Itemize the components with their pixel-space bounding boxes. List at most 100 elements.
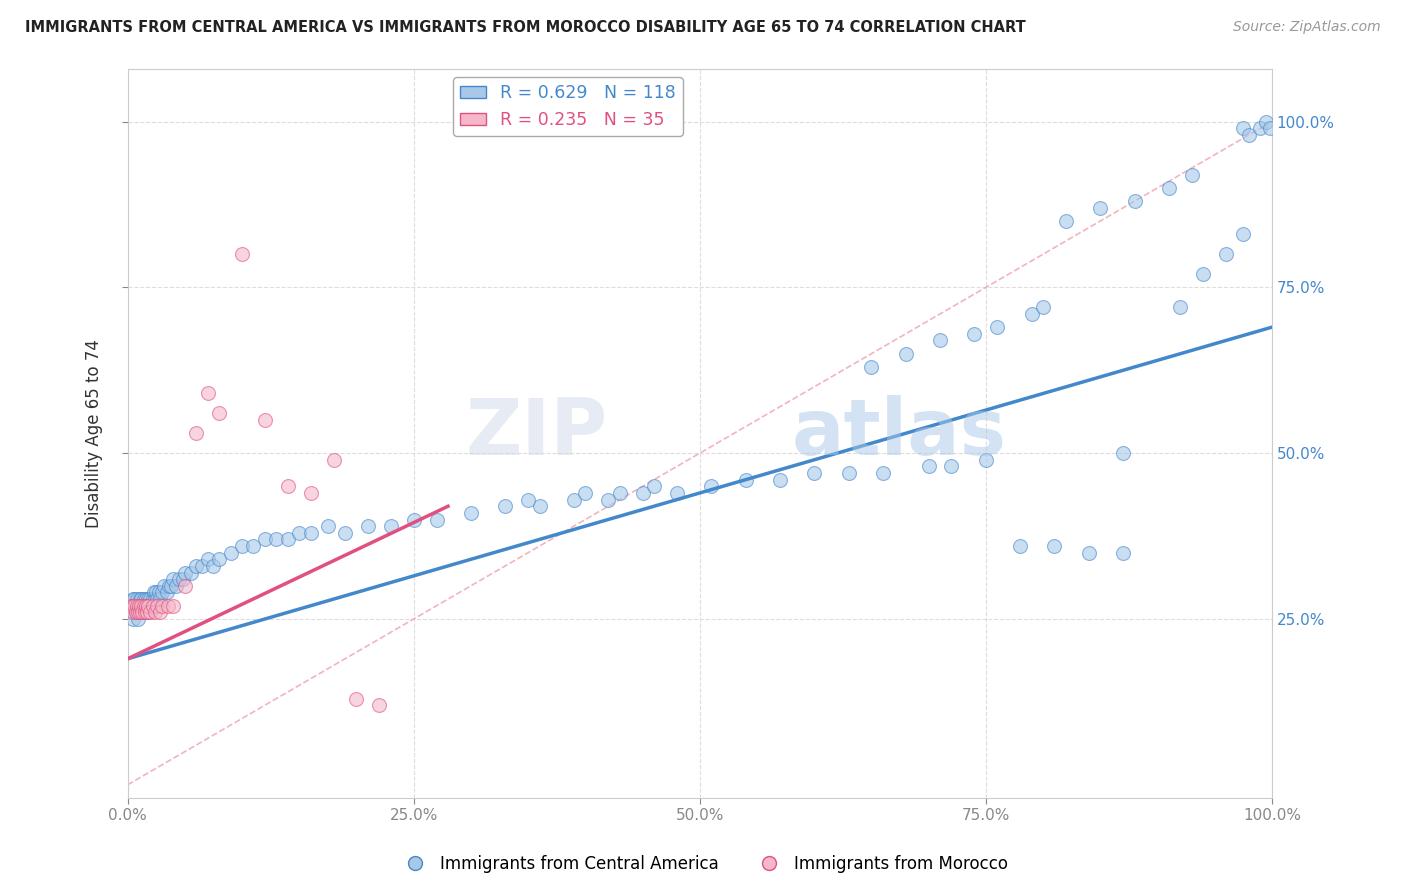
Point: [1021, 307, 1043, 321]
Point: [197, 552, 219, 566]
Point: [173, 579, 195, 593]
Point: [162, 599, 184, 613]
Point: [643, 479, 665, 493]
Point: [288, 525, 311, 540]
Point: [986, 320, 1008, 334]
Point: [202, 558, 225, 573]
Point: [316, 519, 339, 533]
Point: [1123, 194, 1146, 209]
Point: [150, 585, 173, 599]
Point: [128, 599, 150, 613]
Point: [1215, 247, 1237, 261]
Point: [124, 606, 146, 620]
Point: [134, 606, 156, 620]
Point: [135, 592, 157, 607]
Point: [941, 459, 963, 474]
Point: [122, 612, 145, 626]
Point: [139, 599, 162, 613]
Point: [124, 599, 146, 613]
Point: [131, 599, 153, 613]
Point: [148, 585, 170, 599]
Point: [131, 599, 153, 613]
Point: [299, 486, 322, 500]
Point: [1256, 114, 1278, 128]
Point: [167, 572, 190, 586]
Point: [917, 459, 939, 474]
Point: [631, 486, 654, 500]
Point: [120, 599, 142, 613]
Point: [402, 512, 425, 526]
Point: [172, 572, 194, 586]
Point: [460, 506, 482, 520]
Point: [1170, 300, 1192, 314]
Point: [231, 247, 253, 261]
Point: [837, 466, 859, 480]
Point: [136, 599, 159, 613]
Point: [517, 492, 540, 507]
Point: [129, 606, 152, 620]
Point: [872, 466, 894, 480]
Point: [132, 599, 155, 613]
Point: [149, 606, 172, 620]
Point: [136, 606, 159, 620]
Point: [124, 606, 146, 620]
Point: [574, 486, 596, 500]
Point: [974, 452, 997, 467]
Point: [208, 406, 231, 420]
Point: [665, 486, 688, 500]
Point: [134, 606, 156, 620]
Point: [127, 606, 149, 620]
Point: [139, 592, 162, 607]
Point: [1077, 546, 1099, 560]
Point: [1237, 128, 1260, 142]
Point: [136, 599, 159, 613]
Point: [197, 386, 219, 401]
Point: [153, 579, 176, 593]
Point: [129, 599, 152, 613]
Point: [135, 599, 157, 613]
Point: [769, 473, 792, 487]
Point: [149, 592, 172, 607]
Point: [1043, 539, 1066, 553]
Point: [131, 606, 153, 620]
Point: [1192, 267, 1215, 281]
Point: [231, 539, 253, 553]
Text: Source: ZipAtlas.com: Source: ZipAtlas.com: [1233, 20, 1381, 34]
Point: [346, 691, 368, 706]
Point: [122, 606, 145, 620]
Point: [186, 558, 208, 573]
Point: [122, 592, 145, 607]
Point: [860, 359, 883, 374]
Point: [191, 558, 214, 573]
Point: [124, 599, 146, 613]
Point: [165, 579, 187, 593]
Point: [562, 492, 585, 507]
Point: [125, 592, 148, 607]
Point: [929, 334, 952, 348]
Point: [142, 599, 165, 613]
Text: IMMIGRANTS FROM CENTRAL AMERICA VS IMMIGRANTS FROM MOROCCO DISABILITY AGE 65 TO : IMMIGRANTS FROM CENTRAL AMERICA VS IMMIG…: [25, 20, 1026, 35]
Point: [963, 326, 986, 341]
Point: [162, 572, 184, 586]
Point: [1232, 227, 1254, 242]
Point: [208, 552, 231, 566]
Point: [333, 525, 356, 540]
Point: [242, 539, 264, 553]
Point: [1090, 201, 1112, 215]
Point: [125, 606, 148, 620]
Point: [138, 599, 160, 613]
Point: [143, 606, 166, 620]
Point: [219, 546, 242, 560]
Point: [136, 606, 159, 620]
Point: [127, 612, 149, 626]
Point: [139, 606, 162, 620]
Point: [368, 698, 391, 713]
Point: [1054, 214, 1077, 228]
Point: [138, 606, 160, 620]
Point: [322, 452, 344, 467]
Point: [1258, 121, 1281, 136]
Point: [136, 599, 159, 613]
Point: [120, 599, 142, 613]
Point: [128, 606, 150, 620]
Point: [150, 599, 173, 613]
